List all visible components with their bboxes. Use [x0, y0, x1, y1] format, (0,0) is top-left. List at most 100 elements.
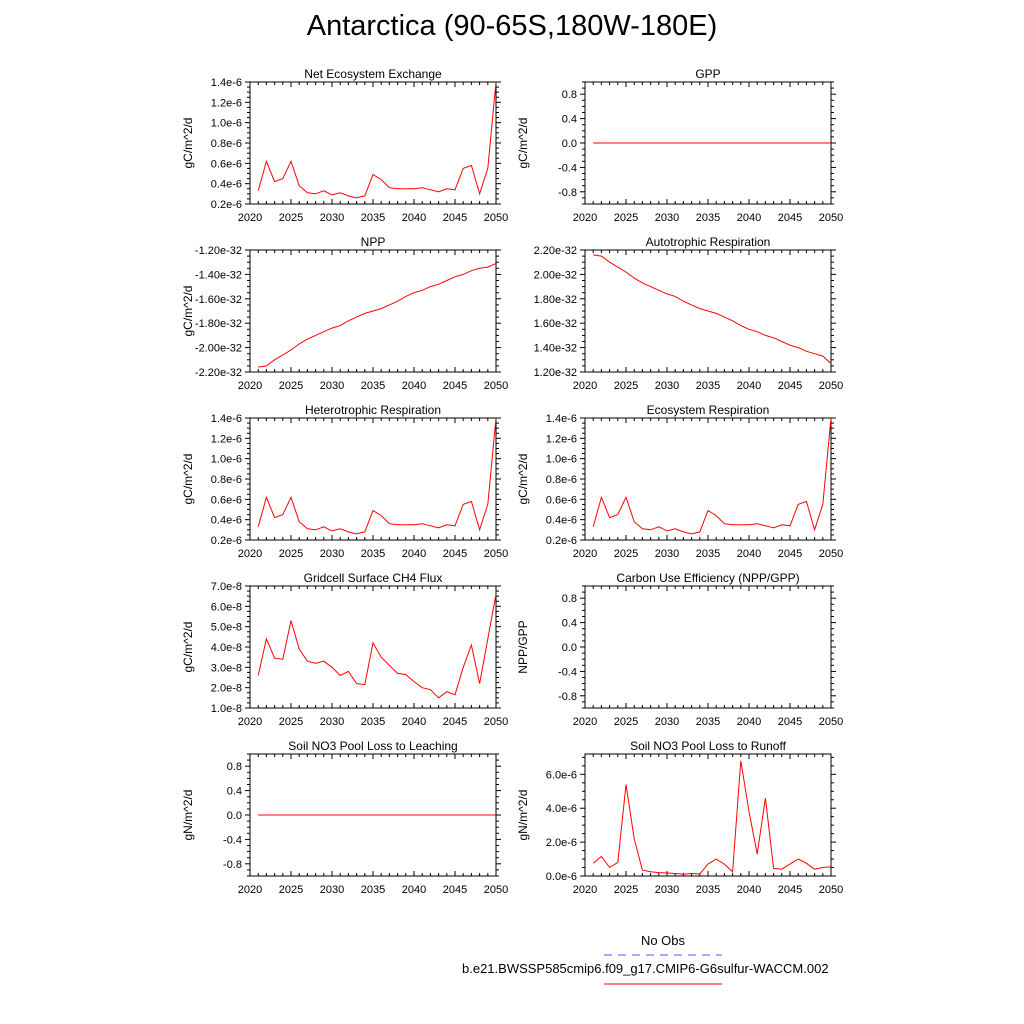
y-tick-label: -1.20e-32	[195, 245, 242, 257]
x-tick-label: 2030	[655, 380, 679, 392]
y-tick-label: 0.4	[562, 114, 577, 126]
y-axis-label: gC/m^2/d	[181, 286, 195, 337]
y-tick-label: 1.2e-6	[546, 433, 577, 445]
x-tick-label: 2035	[696, 716, 720, 728]
x-tick-label: 2020	[573, 212, 597, 224]
x-tick-label: 2035	[696, 212, 720, 224]
x-tick-label: 2045	[443, 716, 467, 728]
plot-frame	[249, 585, 497, 709]
x-tick-label: 2025	[614, 212, 638, 224]
x-tick-label: 2030	[320, 548, 344, 560]
series-line	[258, 262, 497, 368]
y-tick-label: 2.0e-8	[211, 683, 242, 695]
x-tick-label: 2030	[320, 716, 344, 728]
x-tick-label: 2020	[238, 884, 262, 896]
x-tick-label: 2020	[573, 884, 597, 896]
y-tick-label: 0.8e-6	[211, 138, 242, 150]
x-tick-label: 2045	[443, 548, 467, 560]
y-tick-label: 1.40e-32	[534, 343, 577, 355]
x-tick-label: 2045	[778, 884, 802, 896]
y-tick-label: 0.2e-6	[546, 535, 577, 547]
series-line	[257, 417, 497, 535]
x-tick-label: 2020	[238, 380, 262, 392]
x-tick-label: 2030	[655, 212, 679, 224]
y-axis-label: gC/m^2/d	[181, 454, 195, 505]
x-tick-label: 2025	[279, 212, 303, 224]
series-line	[592, 417, 832, 535]
y-tick-label: 1.80e-32	[534, 294, 577, 306]
y-tick-label: -1.60e-32	[195, 294, 242, 306]
x-tick-label: 2035	[361, 380, 385, 392]
chart-panel: Soil NO3 Pool Loss to Leaching 2020 2025 20…	[181, 739, 508, 896]
x-tick-label: 2045	[778, 212, 802, 224]
y-tick-label: -0.4	[558, 162, 577, 174]
x-tick-label: 2040	[402, 548, 426, 560]
series-line	[592, 760, 832, 875]
x-tick-label: 2050	[819, 212, 843, 224]
x-tick-label: 2045	[443, 380, 467, 392]
x-tick-label: 2035	[361, 716, 385, 728]
y-tick-label: 0.8e-6	[211, 474, 242, 486]
legend-case-label: b.e21.BWSSP585cmip6.f09_g17.CMIP6-G6sulf…	[462, 961, 829, 976]
series-line	[593, 254, 832, 364]
x-tick-label: 2030	[320, 212, 344, 224]
y-tick-label: 1.0e-6	[211, 118, 242, 130]
y-tick-label: 0.4	[227, 786, 242, 798]
y-tick-label: -1.40e-32	[195, 269, 242, 281]
y-tick-label: 1.60e-32	[534, 318, 577, 330]
y-axis-label: gC/m^2/d	[516, 454, 530, 505]
x-tick-label: 2050	[484, 548, 508, 560]
y-tick-label: 0.2e-6	[211, 199, 242, 211]
x-tick-label: 2045	[778, 548, 802, 560]
y-axis-label: gN/m^2/d	[516, 790, 530, 841]
y-tick-label: 7.0e-8	[211, 581, 242, 593]
x-tick-label: 2040	[402, 212, 426, 224]
x-tick-label: 2045	[443, 212, 467, 224]
x-tick-label: 2050	[484, 380, 508, 392]
y-tick-label: 0.4	[562, 618, 577, 630]
y-tick-label: -0.4	[558, 666, 577, 678]
chart-panel: Autotrophic Respiration 2020 2025 2030 2035 2…	[534, 235, 844, 392]
x-tick-label: 2040	[402, 716, 426, 728]
y-tick-label: 0.2e-6	[211, 535, 242, 547]
y-tick-label: 0.8	[227, 761, 242, 773]
x-tick-label: 2020	[573, 380, 597, 392]
y-tick-label: 0.6e-6	[211, 494, 242, 506]
x-tick-label: 2030	[320, 380, 344, 392]
chart-panel: NPP 2020 2025 2030 2035 2040 2045 2050 -2.20e-32…	[181, 235, 508, 392]
x-tick-label: 2050	[819, 380, 843, 392]
chart-panel: GPP 2020 2025 2030 2035 2040 2045 2050 -0.8 -0.4 0…	[516, 67, 843, 224]
x-tick-label: 2050	[484, 716, 508, 728]
y-tick-label: 2.20e-32	[534, 245, 577, 257]
x-tick-label: 2020	[238, 716, 262, 728]
y-tick-label: 4.0e-6	[546, 803, 577, 815]
panel-title: Autotrophic Respiration	[646, 235, 771, 249]
y-tick-label: 0.0	[227, 810, 242, 822]
y-tick-label: 1.20e-32	[534, 367, 577, 379]
chart-panel: Soil NO3 Pool Loss to Runoff 2020 2025 2030…	[516, 739, 843, 896]
x-tick-label: 2030	[655, 716, 679, 728]
y-tick-label: 1.2e-6	[211, 97, 242, 109]
panel-title: Ecosystem Respiration	[647, 403, 770, 417]
x-tick-label: 2040	[737, 212, 761, 224]
panel-title: Net Ecosystem Exchange	[304, 67, 442, 81]
y-tick-label: 0.8	[562, 89, 577, 101]
chart-panel: Ecosystem Respiration 2020 2025 2030 2035 204…	[516, 403, 843, 560]
y-tick-label: 5.0e-8	[211, 622, 242, 634]
y-tick-label: -1.80e-32	[195, 318, 242, 330]
y-tick-label: 1.4e-6	[211, 77, 242, 89]
x-tick-label: 2030	[320, 884, 344, 896]
series-line	[257, 594, 497, 699]
panel-title: Heterotrophic Respiration	[305, 403, 441, 417]
y-axis-label: gN/m^2/d	[181, 790, 195, 841]
y-tick-label: 0.0	[562, 642, 577, 654]
y-tick-label: 2.00e-32	[534, 269, 577, 281]
chart-panel: Gridcell Surface CH4 Flux 2020 2025 2030 203…	[181, 571, 508, 728]
x-tick-label: 2040	[402, 380, 426, 392]
y-tick-label: 0.6e-6	[211, 158, 242, 170]
x-tick-label: 2020	[238, 212, 262, 224]
x-tick-label: 2030	[655, 884, 679, 896]
panel-title: Soil NO3 Pool Loss to Leaching	[288, 739, 457, 753]
series-line	[257, 81, 497, 199]
